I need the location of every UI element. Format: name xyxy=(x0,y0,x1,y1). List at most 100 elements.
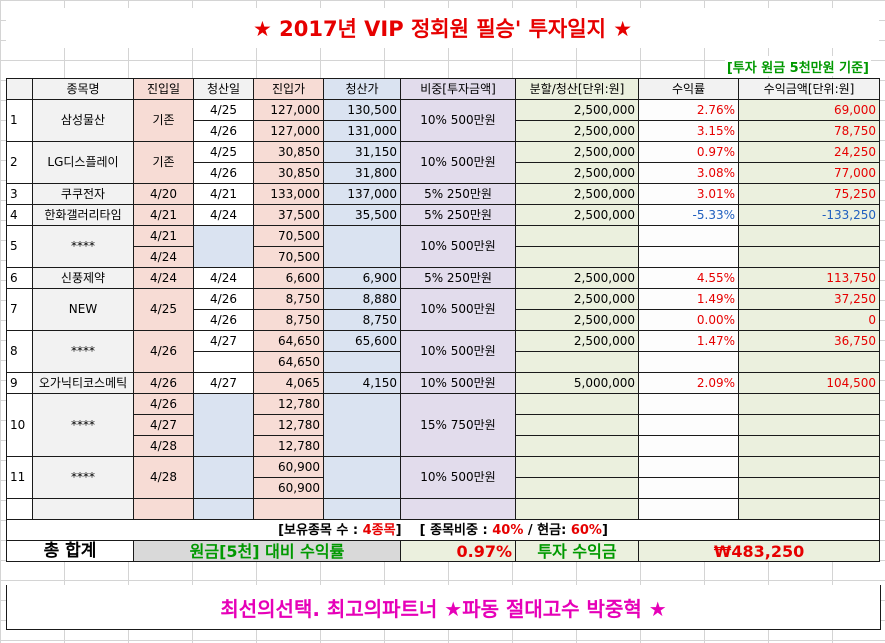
profit-amount xyxy=(738,225,880,247)
return-rate xyxy=(638,246,739,268)
row-number: 2 xyxy=(6,141,33,184)
stock-name: 쿠쿠전자 xyxy=(32,183,134,205)
entry-date: 4/26 xyxy=(133,393,194,415)
stock-name: 오가닉티코스메틱 xyxy=(32,372,134,394)
holdings-label: [보유종목 수 : xyxy=(278,522,363,538)
exit-price xyxy=(323,351,401,373)
entry-price: 64,650 xyxy=(253,330,324,352)
entry-price: 127,000 xyxy=(253,99,324,121)
stock-name: **** xyxy=(32,225,134,268)
split-amount xyxy=(515,435,639,457)
entry-date: 4/24 xyxy=(133,246,194,268)
entry-price: 37,500 xyxy=(253,204,324,226)
header-no xyxy=(6,78,33,100)
exit-price: 6,900 xyxy=(323,267,401,289)
weight: 5% 250만원 xyxy=(400,267,516,289)
exit-date: 4/25 xyxy=(193,141,254,163)
summary-row: [보유종목 수 : 4종목] [ 종목비중 : 40% / 현금: 60%] xyxy=(6,519,880,541)
header-weight: 비중[투자금액] xyxy=(400,78,516,100)
return-rate: -5.33% xyxy=(638,204,739,226)
exit-date: 4/26 xyxy=(193,162,254,184)
exit-date: 4/27 xyxy=(193,330,254,352)
profit-amount: 77,000 xyxy=(738,162,880,184)
return-rate xyxy=(638,393,739,415)
stock-name: **** xyxy=(32,393,134,457)
stock-name xyxy=(32,498,134,520)
exit-date: 4/24 xyxy=(193,267,254,289)
entry-price: 12,780 xyxy=(253,393,324,415)
investment-journal-table: 종목명 진입일 청산일 진입가 청산가 비중[투자금액] 분할/청산[단위:원]… xyxy=(6,78,880,562)
exit-price: 31,800 xyxy=(323,162,401,184)
stock-name: **** xyxy=(32,456,134,499)
weight: 10% 500만원 xyxy=(400,288,516,331)
weight: 5% 250만원 xyxy=(400,204,516,226)
exit-date xyxy=(193,498,254,520)
entry-date: 4/26 xyxy=(133,330,194,373)
exit-date: 4/25 xyxy=(193,99,254,121)
ratio-close: ] xyxy=(601,522,608,538)
exit-date xyxy=(193,393,254,457)
return-rate xyxy=(638,225,739,247)
table-row: 1 삼성물산 기존 4/25 127,000 130,500 10% 500만원… xyxy=(6,99,880,142)
exit-price: 8,750 xyxy=(323,309,401,331)
table-row: 10 **** 4/26 12,780 15% 750만원 xyxy=(6,393,880,457)
exit-price xyxy=(323,393,401,457)
total-profit: ₩483,250 xyxy=(638,540,880,562)
entry-date: 4/26 xyxy=(133,372,194,394)
profit-amount: 75,250 xyxy=(738,183,880,205)
weight: 10% 500만원 xyxy=(400,372,516,394)
return-rate: 3.08% xyxy=(638,162,739,184)
entry-price: 8,750 xyxy=(253,309,324,331)
profit-amount xyxy=(738,498,880,520)
split-amount xyxy=(515,456,639,478)
total-label: 총 합계 xyxy=(6,540,134,562)
table-row: 2 LG디스플레이 기존 4/25 30,850 31,150 10% 500만… xyxy=(6,141,880,184)
cash-label: / 현금: xyxy=(523,522,571,538)
total-return-rate: 0.97% xyxy=(400,540,516,562)
exit-price: 137,000 xyxy=(323,183,401,205)
exit-date xyxy=(193,456,254,499)
profit-amount: 24,250 xyxy=(738,141,880,163)
weight: 10% 500만원 xyxy=(400,225,516,268)
profit-amount xyxy=(738,477,880,499)
entry-date: 4/25 xyxy=(133,288,194,331)
return-rate: 3.15% xyxy=(638,120,739,142)
exit-date xyxy=(193,351,254,373)
entry-date: 4/24 xyxy=(133,267,194,289)
total-row: 총 합계 원금[5천] 대비 수익률 0.97% 투자 수익금 ₩483,250 xyxy=(6,540,880,562)
row-number: 9 xyxy=(6,372,33,394)
entry-date: 4/21 xyxy=(133,225,194,247)
split-amount: 2,500,000 xyxy=(515,162,639,184)
exit-price: 35,500 xyxy=(323,204,401,226)
row-number xyxy=(6,498,33,520)
investment-basis-label: [투자 원금 5천만원 기준] xyxy=(724,56,871,76)
entry-date: 4/20 xyxy=(133,183,194,205)
weight: 10% 500만원 xyxy=(400,141,516,184)
split-amount xyxy=(515,414,639,436)
profit-amount: 36,750 xyxy=(738,330,880,352)
return-rate: 0.97% xyxy=(638,141,739,163)
return-rate: 0.00% xyxy=(638,309,739,331)
exit-date: 4/24 xyxy=(193,204,254,226)
header-row: 종목명 진입일 청산일 진입가 청산가 비중[투자금액] 분할/청산[단위:원]… xyxy=(6,78,880,100)
profit-amount xyxy=(738,246,880,268)
split-amount: 2,500,000 xyxy=(515,141,639,163)
split-amount xyxy=(515,477,639,499)
split-amount: 2,500,000 xyxy=(515,183,639,205)
entry-price: 60,900 xyxy=(253,456,324,478)
profit-amount: 113,750 xyxy=(738,267,880,289)
row-number: 3 xyxy=(6,183,33,205)
profit-amount: 0 xyxy=(738,309,880,331)
entry-price: 6,600 xyxy=(253,267,324,289)
entry-price: 30,850 xyxy=(253,162,324,184)
entry-date: 4/27 xyxy=(133,414,194,436)
split-amount xyxy=(515,246,639,268)
entry-price: 8,750 xyxy=(253,288,324,310)
return-rate: 2.09% xyxy=(638,372,739,394)
table-row: 8 **** 4/26 4/27 64,650 65,600 10% 500만원… xyxy=(6,330,880,373)
entry-price: 4,065 xyxy=(253,372,324,394)
stock-ratio: 40% xyxy=(492,522,524,538)
return-rate: 4.55% xyxy=(638,267,739,289)
entry-price: 30,850 xyxy=(253,141,324,163)
return-rate xyxy=(638,351,739,373)
